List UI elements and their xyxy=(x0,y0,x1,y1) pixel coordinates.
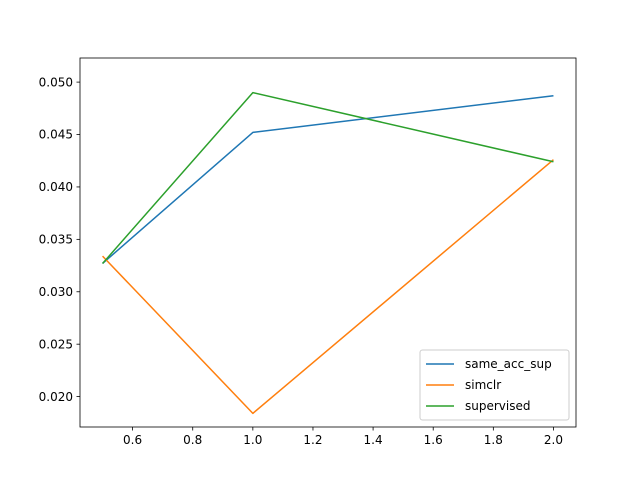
x-tick-label: 1.0 xyxy=(243,433,262,447)
y-tick-label: 0.035 xyxy=(39,233,73,247)
x-tick-label: 1.8 xyxy=(484,433,503,447)
x-tick-label: 1.2 xyxy=(303,433,322,447)
y-tick-label: 0.050 xyxy=(39,75,73,89)
x-tick-label: 1.6 xyxy=(424,433,443,447)
y-tick-label: 0.025 xyxy=(39,337,73,351)
y-axis: 0.020 0.025 0.030 0.035 0.040 0.045 0.050 xyxy=(39,75,80,404)
x-axis: 0.6 0.8 1.0 1.2 1.4 1.6 1.8 2.0 xyxy=(123,427,563,447)
series-layer xyxy=(101,91,554,415)
legend-label-supervised: supervised xyxy=(465,399,530,413)
legend-label-same-acc-sup: same_acc_sup xyxy=(465,357,552,371)
x-tick-label: 2.0 xyxy=(544,433,563,447)
x-tick-label: 1.4 xyxy=(364,433,383,447)
y-tick-label: 0.045 xyxy=(39,128,73,142)
series-line-supervised xyxy=(101,91,554,264)
y-tick-label: 0.020 xyxy=(39,390,73,404)
legend-label-simclr: simclr xyxy=(465,378,501,392)
legend-box xyxy=(419,349,570,421)
x-tick-label: 0.6 xyxy=(123,433,142,447)
plot-area-frame xyxy=(79,57,577,428)
x-tick-label: 0.8 xyxy=(183,433,202,447)
series-line-simclr xyxy=(102,159,554,415)
series-line-same-acc-sup xyxy=(102,94,554,265)
y-tick-label: 0.030 xyxy=(39,285,73,299)
y-tick-label: 0.040 xyxy=(39,180,73,194)
